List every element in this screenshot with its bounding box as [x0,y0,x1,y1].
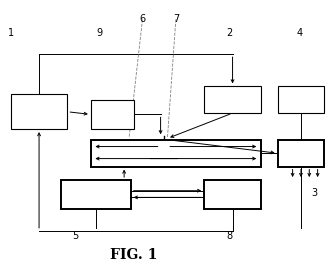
Bar [91,100,134,129]
Text: 2: 2 [226,28,232,38]
Bar [278,140,324,167]
Text: 4: 4 [296,28,303,38]
Text: 3: 3 [311,188,317,198]
Text: 1: 1 [8,28,14,38]
Text: 8: 8 [226,231,232,241]
Bar [278,86,324,113]
Bar [11,94,67,129]
Text: 7: 7 [173,15,179,24]
Text: 6: 6 [139,15,145,24]
Bar [91,140,261,167]
Text: 5: 5 [73,231,79,241]
Text: 9: 9 [96,28,102,38]
Bar [204,86,261,113]
Bar [204,180,261,210]
Text: FIG. 1: FIG. 1 [111,248,158,262]
Bar [61,180,131,210]
